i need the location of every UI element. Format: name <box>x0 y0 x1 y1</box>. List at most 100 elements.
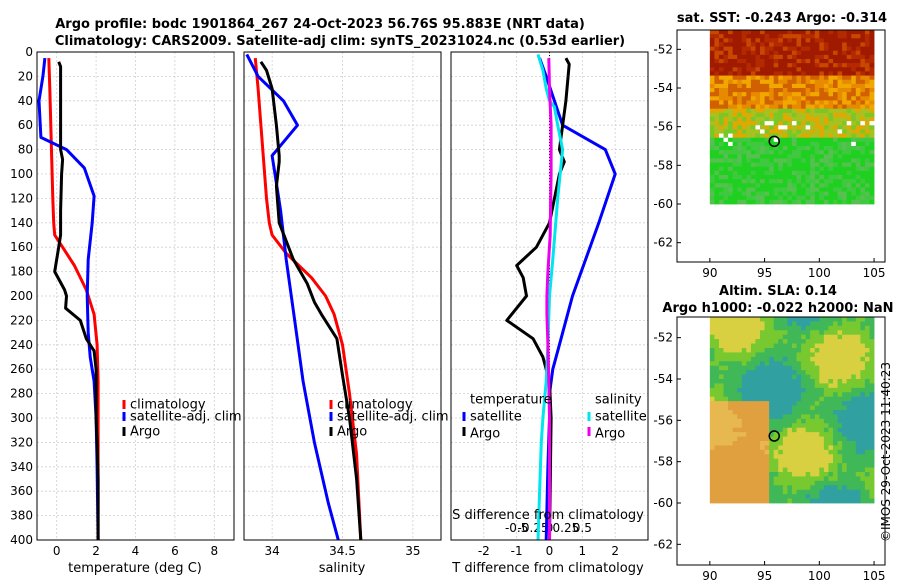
lat-tick-label: -54 <box>653 81 673 95</box>
depth-tick-label: 280 <box>10 387 33 401</box>
depth-tick-label: 260 <box>10 362 33 376</box>
series-s-argo <box>545 58 553 540</box>
x-tick-label: 35 <box>405 544 420 558</box>
argo-position-marker <box>768 430 780 442</box>
depth-tick-label: 400 <box>10 533 33 547</box>
legend-argo: Argo <box>337 425 367 440</box>
legend-salinity-title: salinity <box>595 393 642 408</box>
legend-satellite-adj: satellite-adj. clim <box>337 410 449 425</box>
difference-legend: temperature satellite Argo salinity sate… <box>462 393 647 442</box>
temperature-panel: 0204060801001201401601802002202402602803… <box>10 45 235 558</box>
depth-tick-label: 360 <box>10 484 33 498</box>
lat-tick-label: -60 <box>653 496 673 510</box>
depth-tick-label: 220 <box>10 313 33 327</box>
series-argo <box>259 60 363 540</box>
lat-tick-label: -52 <box>653 331 673 345</box>
depth-tick-label: 80 <box>18 143 33 157</box>
depth-tick-label: 20 <box>18 69 33 83</box>
legend-s-satellite: satellite <box>595 410 647 425</box>
x-tick-label: 1 <box>579 544 587 558</box>
sla-title-line1: Altim. SLA: 0.14 <box>719 284 837 299</box>
lat-tick-label: -56 <box>653 413 673 427</box>
legend-climatology: climatology <box>130 398 206 413</box>
sst-map: -52 -54 -56 -58 -60 -62 90 95 100 105 <box>653 29 886 280</box>
s-tick-label: 0.25 <box>553 521 580 535</box>
x-tick-label: 2 <box>611 544 619 558</box>
x-tick-label: 2 <box>92 544 100 558</box>
x-tick-label: 8 <box>210 544 218 558</box>
x-tick-label: 4 <box>132 544 140 558</box>
difference-panel: -2 -1 0 1 2-0.5-0.250 0.250.5 <box>450 51 649 558</box>
series-s-satellite <box>536 53 565 540</box>
depth-tick-label: 240 <box>10 338 33 352</box>
legend-climatology: climatology <box>337 398 413 413</box>
lon-tick-label: 95 <box>757 569 772 580</box>
legend-t-argo: Argo <box>470 427 500 442</box>
lat-tick-label: -62 <box>653 537 673 551</box>
legend-argo: Argo <box>130 425 160 440</box>
map-frame <box>676 29 886 263</box>
s-difference-label: S difference from climatology <box>452 508 644 523</box>
x-tick-label: 6 <box>171 544 179 558</box>
lat-tick-label: -62 <box>653 236 673 250</box>
s-tick-label: -0.25 <box>518 521 549 535</box>
depth-tick-label: 300 <box>10 411 33 425</box>
salinity-xlabel: salinity <box>319 561 366 576</box>
lat-tick-label: -58 <box>653 158 673 172</box>
lat-tick-label: -56 <box>653 120 673 134</box>
title-line2: Climatology: CARS2009. Satellite-adj cli… <box>55 34 625 49</box>
legend-satellite-adj: satellite-adj. clim <box>130 410 242 425</box>
x-tick-label: 0 <box>53 544 61 558</box>
lon-tick-label: 105 <box>863 266 886 280</box>
salinity-legend: climatology satellite-adj. clim Argo <box>329 398 449 440</box>
depth-tick-label: 160 <box>10 240 33 254</box>
depth-tick-label: 320 <box>10 435 33 449</box>
map-frame <box>676 316 886 566</box>
depth-tick-label: 0 <box>25 45 33 59</box>
temperature-xlabel: temperature (deg C) <box>68 561 202 576</box>
legend-t-satellite: satellite <box>470 410 522 425</box>
sla-title-line2: Argo h1000: -0.022 h2000: NaN <box>662 301 893 316</box>
imos-watermark: ©IMOS 29-Oct-2023 11:40:23 <box>879 362 893 542</box>
lon-tick-label: 100 <box>808 266 831 280</box>
title-line1: Argo profile: bodc 1901864_267 24-Oct-20… <box>55 17 585 32</box>
lon-tick-label: 90 <box>702 266 717 280</box>
map-field <box>709 30 875 205</box>
lat-tick-label: -58 <box>653 455 673 469</box>
depth-tick-label: 140 <box>10 216 33 230</box>
lon-tick-label: 100 <box>808 569 831 580</box>
depth-tick-label: 180 <box>10 265 33 279</box>
panel-frame <box>450 51 649 541</box>
lon-tick-label: 105 <box>863 569 886 580</box>
legend-s-argo: Argo <box>595 427 625 442</box>
x-tick-label: -1 <box>511 544 523 558</box>
sla-map: -52 -54 -56 -58 -60 -62 90 95 100 105 <box>653 316 886 580</box>
difference-xlabel: T difference from climatology <box>451 561 644 576</box>
x-tick-label: 0 <box>546 544 554 558</box>
s-tick-label: 0.5 <box>573 521 592 535</box>
lat-tick-label: -54 <box>653 372 673 386</box>
x-tick-label: 34.5 <box>329 544 356 558</box>
temperature-legend: climatology satellite-adj. clim Argo <box>122 398 242 440</box>
map-field <box>709 317 875 504</box>
series-argo <box>53 61 100 540</box>
salinity-panel: 34 34.5 35 <box>243 51 442 558</box>
lat-tick-label: -52 <box>653 42 673 56</box>
sst-title: sat. SST: -0.243 Argo: -0.314 <box>677 11 887 26</box>
depth-tick-label: 200 <box>10 289 33 303</box>
panel-frame <box>36 51 235 541</box>
x-tick-label: 34 <box>265 544 280 558</box>
s-tick-label: -0.5 <box>505 521 528 535</box>
depth-tick-label: 340 <box>10 460 33 474</box>
legend-temperature-title: temperature <box>470 393 552 408</box>
x-tick-label: -2 <box>478 544 490 558</box>
lon-tick-label: 90 <box>702 569 717 580</box>
depth-tick-label: 380 <box>10 509 33 523</box>
depth-tick-label: 60 <box>18 118 33 132</box>
argo-position-marker <box>768 135 780 148</box>
depth-tick-label: 120 <box>10 191 33 205</box>
lat-tick-label: -60 <box>653 197 673 211</box>
depth-tick-label: 40 <box>18 94 33 108</box>
series-t-argo <box>505 57 571 540</box>
